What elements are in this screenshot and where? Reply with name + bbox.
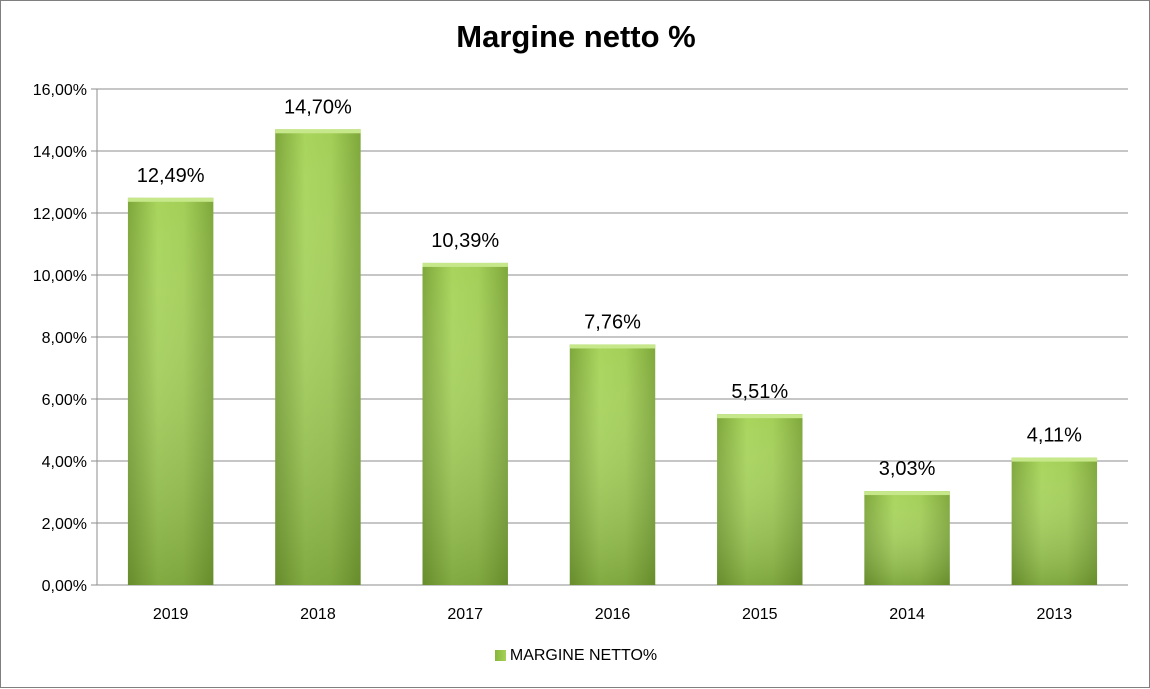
y-tick-label: 14,00%: [33, 144, 87, 161]
x-tick-label: 2018: [300, 606, 336, 623]
y-tick-label: 12,00%: [33, 206, 87, 223]
y-tick-label: 2,00%: [42, 516, 87, 533]
bar-shade: [127, 197, 214, 585]
data-label: 12,49%: [137, 165, 205, 187]
bar-top: [1011, 457, 1098, 462]
x-tick-label: 2017: [447, 606, 483, 623]
x-tick-label: 2014: [889, 606, 925, 623]
y-tick-label: 16,00%: [33, 82, 87, 99]
legend: MARGINE NETTO%: [1, 647, 1150, 665]
bar-top: [422, 262, 508, 267]
legend-swatch: [494, 650, 506, 661]
x-tick-label: 2013: [1037, 606, 1073, 623]
bar-top: [127, 197, 214, 202]
legend-label: MARGINE NETTO%: [509, 647, 658, 664]
y-tick-label: 10,00%: [33, 268, 87, 285]
labels: 0,00% 2,00% 4,00% 6,00% 8,00% 10,00% 12,00% 14,…: [33, 82, 1082, 623]
bar-shade: [864, 491, 950, 585]
bar-top: [864, 491, 950, 496]
data-label: 7,76%: [584, 311, 641, 333]
x-tick-label: 2015: [742, 606, 778, 623]
bar-shade: [422, 262, 508, 585]
bar-top: [717, 414, 803, 419]
y-tick-label: 6,00%: [42, 392, 87, 409]
bar-top: [275, 129, 361, 134]
bar-shade: [569, 344, 656, 585]
data-label: 4,11%: [1027, 425, 1082, 447]
bars: [127, 129, 1098, 586]
chart-title: Margine netto %: [456, 19, 696, 54]
data-label: 3,03%: [879, 458, 936, 480]
y-tick-label: 8,00%: [42, 330, 87, 347]
bar-shade: [1011, 457, 1098, 585]
y-tick-label: 0,00%: [42, 578, 87, 595]
data-label: 10,39%: [431, 230, 499, 252]
bar-shade: [275, 129, 361, 586]
data-label: 5,51%: [731, 381, 788, 403]
data-label: 14,70%: [284, 96, 352, 118]
y-tick-label: 4,00%: [42, 454, 87, 471]
x-tick-label: 2016: [595, 606, 631, 623]
bar-shade: [717, 414, 803, 585]
bar-top: [569, 344, 656, 349]
x-tick-label: 2019: [153, 606, 189, 623]
